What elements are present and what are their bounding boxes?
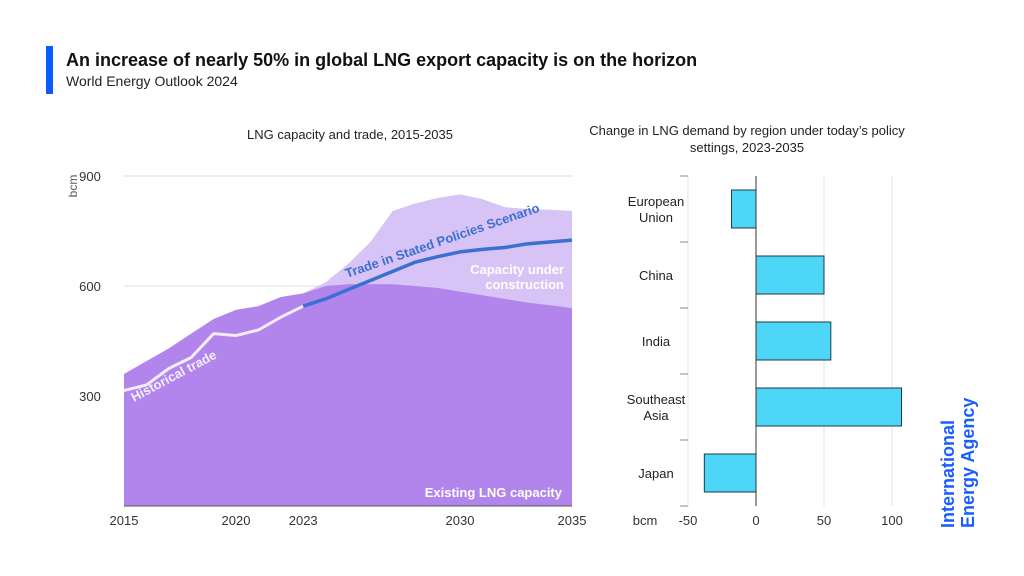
bar-japan <box>703 453 757 493</box>
existing-capacity-area <box>124 284 572 506</box>
area-y-tick-label: 900 <box>79 169 101 184</box>
bar-india <box>755 321 832 361</box>
brand-line-2: Energy Agency <box>958 397 978 528</box>
area-x-tick-label: 2030 <box>446 513 475 528</box>
page-subtitle: World Energy Outlook 2024 <box>66 73 238 89</box>
bar-category-label: Asia <box>643 408 669 423</box>
bar-category-label: European <box>628 194 684 209</box>
bar-x-tick-label: 0 <box>752 513 759 528</box>
bar-x-tick-label: 50 <box>817 513 831 528</box>
area-x-tick-label: 2035 <box>558 513 587 528</box>
bar-category-label: Union <box>639 210 673 225</box>
area-y-axis-label: bcm <box>66 175 80 198</box>
page-title: An increase of nearly 50% in global LNG … <box>66 50 698 70</box>
iea-brand-logo: International Energy Agency <box>938 398 978 528</box>
historical-trade-line <box>123 304 304 392</box>
bar-x-tick-label: -50 <box>679 513 698 528</box>
bar-china <box>755 255 825 295</box>
bar-southeast-asia <box>755 387 903 427</box>
bar-category-label: Japan <box>638 466 673 481</box>
area-chart-title: LNG capacity and trade, 2015-2035 <box>247 127 453 142</box>
construction-label-line-2: construction <box>485 277 564 292</box>
bar-european-union <box>731 189 757 229</box>
area-y-tick-label: 600 <box>79 279 101 294</box>
bar-x-tick-label: 100 <box>881 513 903 528</box>
area-x-tick-label: 2020 <box>222 513 251 528</box>
area-x-tick-label: 2015 <box>110 513 139 528</box>
steps-trade-line <box>302 238 573 308</box>
area-y-tick-label: 300 <box>79 389 101 404</box>
existing-capacity-label: Existing LNG capacity <box>425 485 563 500</box>
bar-category-label: Southeast <box>627 392 686 407</box>
bar-chart-title: Change in LNG demand by region under tod… <box>589 123 905 155</box>
title-accent-bar <box>46 46 53 94</box>
bar-category-label: China <box>639 268 674 283</box>
area-x-tick-label: 2023 <box>289 513 318 528</box>
bar-x-axis-label: bcm <box>633 513 658 528</box>
construction-label-line-1: Capacity under <box>470 262 564 277</box>
bar-category-label: India <box>642 334 671 349</box>
brand-line-1: International <box>938 419 958 528</box>
